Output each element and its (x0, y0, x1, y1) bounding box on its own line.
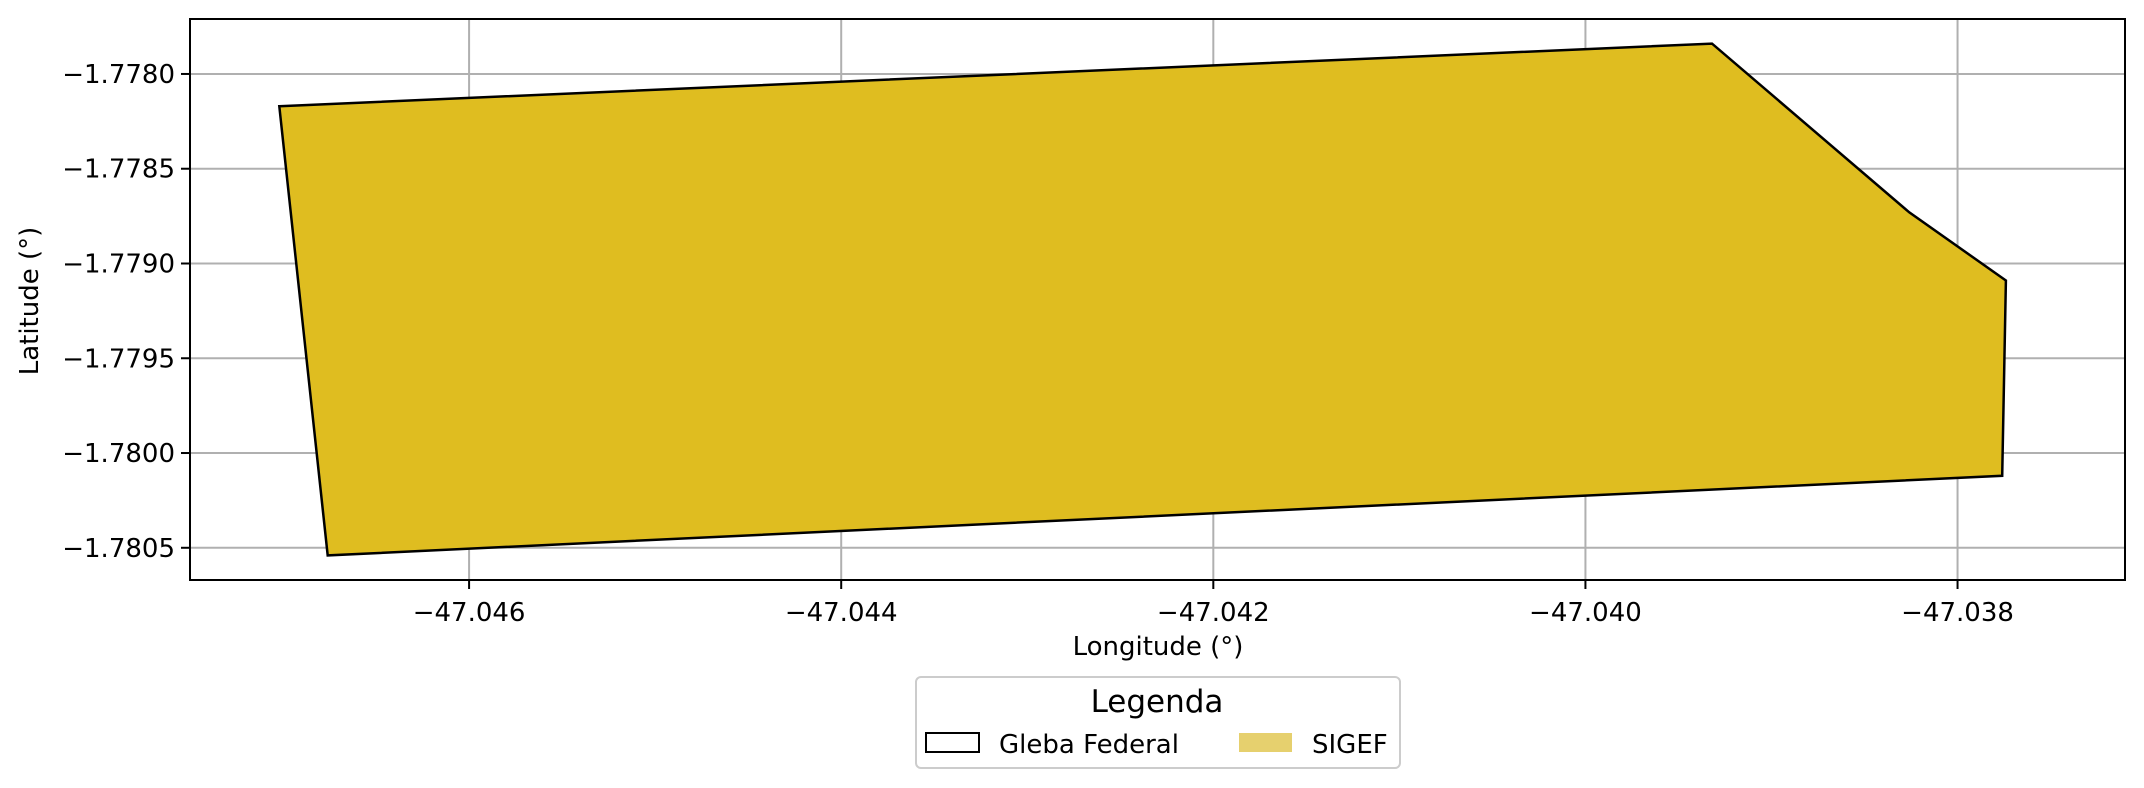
y-tick-label-4: −1.7800 (62, 439, 175, 469)
x-tick-label-4: −47.038 (1901, 598, 2014, 628)
y-tick-label-3: −1.7795 (62, 344, 175, 374)
legend-title: Legenda (1091, 684, 1224, 720)
y-tick-label-2: −1.7790 (62, 249, 175, 279)
y-axis-title: Latitude (°) (15, 227, 45, 376)
polygon-layer (277, 42, 2008, 557)
legend-label-sigef: SIGEF (1312, 730, 1388, 760)
legend-swatch-sigef (1239, 733, 1292, 752)
plot-frame (189, 18, 2126, 581)
legend: Legenda Gleba Federal SIGEF (915, 676, 1401, 769)
sigef-polygon (277, 42, 2008, 557)
x-tick-label-0: −47.046 (413, 598, 526, 628)
y-tick-label-1: −1.7785 (62, 155, 175, 185)
x-tick-label-2: −47.042 (1157, 598, 1270, 628)
legend-swatch-gleba-federal (925, 732, 980, 753)
x-tick-label-1: −47.044 (785, 598, 898, 628)
legend-label-gleba-federal: Gleba Federal (999, 730, 1179, 760)
x-tick-label-3: −47.040 (1529, 598, 1642, 628)
ticks: −47.046 −47.044 −47.042 −47.040 −47.038 −1.77… (62, 60, 2014, 628)
x-axis-title: Longitude (°) (1073, 632, 1244, 662)
y-tick-label-0: −1.7780 (62, 60, 175, 90)
y-tick-label-5: −1.7805 (62, 534, 175, 564)
